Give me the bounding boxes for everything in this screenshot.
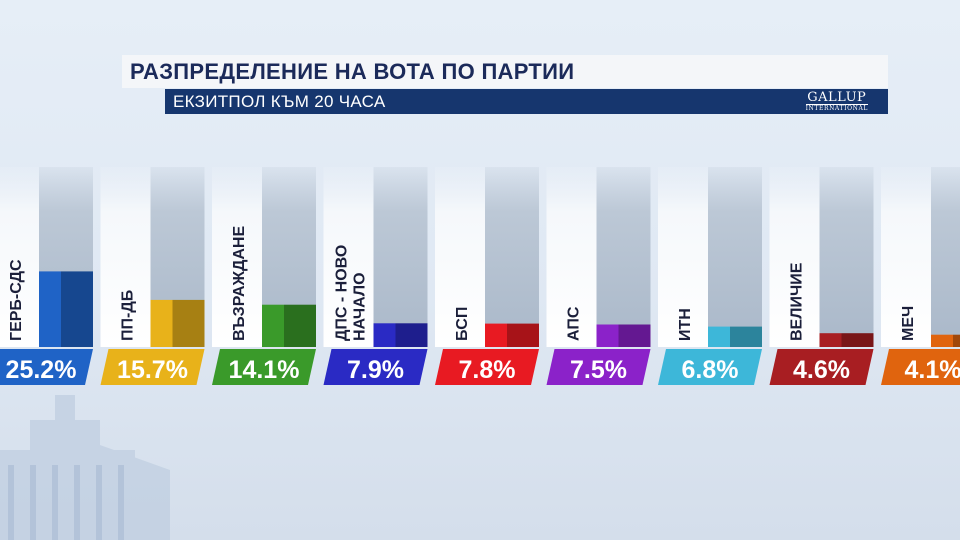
- bar: [931, 334, 953, 347]
- value-band: [881, 349, 960, 385]
- value-label: 6.8%: [682, 356, 739, 384]
- value-band: [769, 349, 874, 385]
- bar: [596, 324, 619, 347]
- value-label: 25.2%: [6, 356, 77, 384]
- bar: [373, 323, 396, 347]
- chart-subtitle: ЕКЗИТПОЛ КЪМ 20 ЧАСА: [173, 92, 386, 111]
- label-column: [658, 167, 708, 347]
- label-column: [546, 167, 597, 347]
- category-label: ДПС - НОВОНАЧАЛО: [334, 245, 369, 341]
- bar-shade: [953, 334, 960, 347]
- value-label: 14.1%: [229, 356, 300, 384]
- bar: [819, 333, 842, 347]
- bar-shade: [618, 324, 651, 347]
- bar-track: [485, 167, 539, 347]
- label-column: [769, 167, 820, 347]
- value-band: [546, 349, 651, 385]
- bar-track: [708, 167, 762, 347]
- label-column: [0, 167, 39, 347]
- bar-shade: [395, 323, 428, 347]
- gallup-logo: GALLUP INTERNATIONAL: [805, 90, 868, 112]
- bar: [150, 299, 173, 347]
- label-column: [100, 167, 151, 347]
- bar-shade: [172, 299, 205, 347]
- category-label: АПС: [566, 306, 583, 341]
- category-label: ВЕЛИЧИЕ: [789, 262, 806, 341]
- value-band: [435, 349, 539, 385]
- bar: [262, 304, 284, 347]
- bar: [39, 271, 61, 347]
- bar-track: [596, 167, 651, 347]
- category-label: ВЪЗРАЖДАНЕ: [231, 226, 248, 341]
- label-column: [881, 167, 931, 347]
- value-label: 4.6%: [793, 356, 850, 384]
- bar-shade: [284, 304, 316, 347]
- chart-subtitle-bar: ЕКЗИТПОЛ КЪМ 20 ЧАСА GALLUP INTERNATIONA…: [165, 89, 888, 114]
- chart-title-bar: РАЗПРЕДЕЛЕНИЕ НА ВОТА ПО ПАРТИИ: [122, 55, 888, 88]
- value-label: 7.8%: [459, 356, 516, 384]
- value-label: 7.9%: [347, 356, 404, 384]
- label-column: [323, 167, 374, 347]
- logo-text-main: GALLUP: [807, 90, 867, 105]
- bar: [485, 323, 507, 347]
- bar-shade: [507, 323, 539, 347]
- value-band: [0, 349, 93, 385]
- category-label: ПП-ДБ: [120, 290, 137, 341]
- value-band: [100, 349, 205, 385]
- value-band: [323, 349, 428, 385]
- category-label: ИТН: [677, 308, 694, 341]
- bar-shade: [841, 333, 874, 347]
- value-label: 7.5%: [570, 356, 627, 384]
- bar-track: [819, 167, 874, 347]
- value-band: [658, 349, 762, 385]
- category-label: БСП: [454, 307, 471, 341]
- bar-track: [931, 167, 960, 347]
- chart-title: РАЗПРЕДЕЛЕНИЕ НА ВОТА ПО ПАРТИИ: [130, 59, 575, 84]
- bar: [708, 326, 730, 347]
- bar-track: [373, 167, 428, 347]
- value-label: 15.7%: [117, 356, 188, 384]
- bar-shade: [61, 271, 93, 347]
- logo-text-sub: INTERNATIONAL: [805, 104, 868, 112]
- category-label: МЕЧ: [900, 306, 917, 341]
- value-label: 4.1%: [905, 356, 960, 384]
- category-label: ГЕРБ-СДС: [8, 259, 25, 341]
- label-column: [212, 167, 262, 347]
- bar-shade: [730, 326, 762, 347]
- value-band: [212, 349, 316, 385]
- label-column: [435, 167, 485, 347]
